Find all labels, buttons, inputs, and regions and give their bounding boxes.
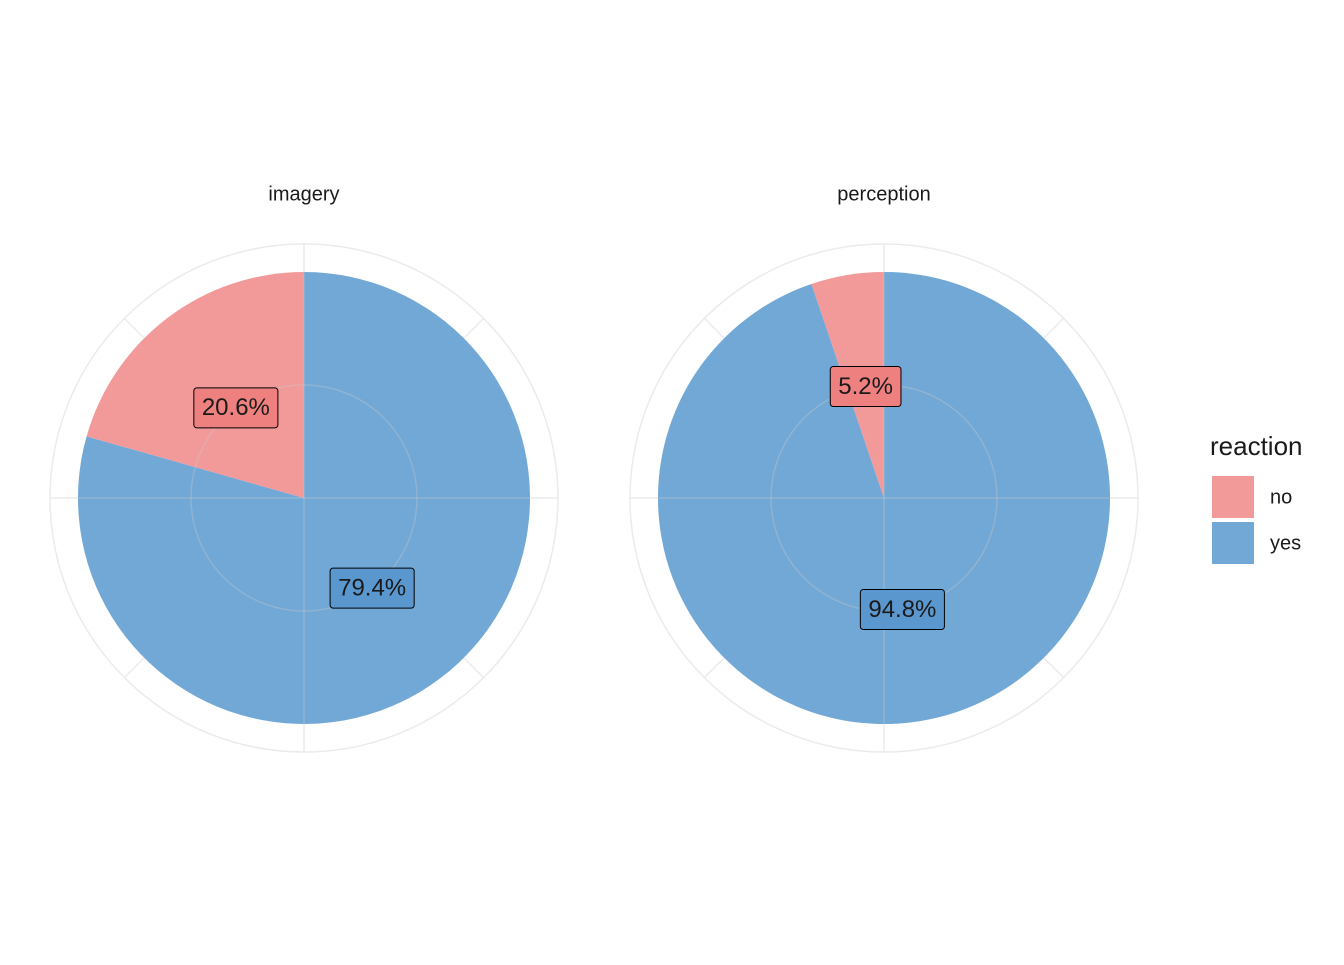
data-label: 79.4% <box>329 567 415 609</box>
data-label-text: 5.2% <box>838 373 893 400</box>
data-label-box <box>829 366 902 408</box>
data-label: 20.6% <box>193 387 279 429</box>
pie-slice <box>657 272 1110 725</box>
facet-title: imagery <box>268 183 339 205</box>
data-label-box <box>859 588 945 630</box>
data-label: 94.8% <box>859 588 945 630</box>
facet-title: perception <box>837 183 930 205</box>
legend-key <box>1212 522 1254 564</box>
data-label-box <box>193 387 279 429</box>
data-label: 5.2% <box>829 366 902 408</box>
legend-title: reaction <box>1210 431 1303 461</box>
grid-circle <box>190 384 418 612</box>
legend-label: no <box>1270 486 1292 508</box>
legend-label: yes <box>1270 532 1301 554</box>
pie-slice <box>86 272 304 498</box>
legend-key <box>1212 476 1254 518</box>
data-label-text: 79.4% <box>338 574 406 601</box>
pie-slice <box>77 272 530 725</box>
data-label-box <box>329 567 415 609</box>
data-label-text: 20.6% <box>202 394 270 421</box>
data-label-text: 94.8% <box>868 596 936 623</box>
